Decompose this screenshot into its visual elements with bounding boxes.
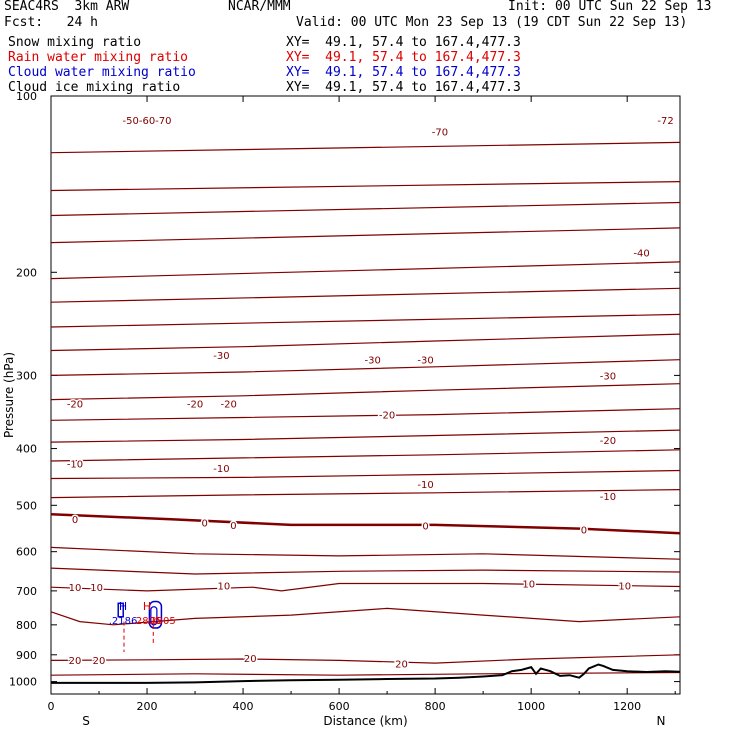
y-tick-label: 100 — [16, 90, 37, 103]
xy-snow: XY= 49.1, 57.4 to 167.4,477.3 — [286, 35, 521, 50]
field-label-cloud-ice: Cloud ice mixing ratio — [8, 80, 181, 95]
x-tick-label: 200 — [137, 700, 158, 713]
isotherm-label: -20 — [187, 399, 203, 410]
title-left-line1: SEAC4RS 3km ARW — [4, 0, 130, 14]
x-tick-label: 1200 — [613, 700, 641, 713]
isotherm-label: -10 — [67, 459, 83, 470]
xy-cloud-water: XY= 49.1, 57.4 to 167.4,477.3 — [286, 65, 521, 80]
maximum-value: .2805 — [133, 616, 162, 627]
terrain-line — [51, 663, 681, 684]
isotherm-line — [50, 408, 681, 421]
x-axis-title: Distance (km) — [323, 714, 407, 728]
isotherm-label: 10 — [522, 580, 535, 591]
south-label: S — [82, 714, 90, 728]
y-tick-label: 700 — [16, 585, 37, 598]
isotherm-line — [50, 287, 681, 303]
isotherm-label: 0 — [72, 515, 78, 526]
isotherm-label: -30 — [600, 371, 616, 382]
isotherm-line — [50, 654, 681, 664]
isotherm-label: 10 — [217, 581, 230, 592]
isotherm-line — [50, 227, 681, 244]
isotherm-line — [50, 383, 681, 401]
forecast-hour: Fcst: 24 h — [4, 15, 98, 30]
x-tick-label: 1000 — [517, 700, 545, 713]
isotherm-label: -70 — [432, 128, 448, 139]
init-time: Init: 00 UTC Sun 22 Sep 13 — [508, 0, 712, 14]
isotherm-line — [50, 429, 681, 443]
isotherm-label: -20 — [220, 399, 236, 410]
isotherm-label: -50-60-70 — [123, 116, 172, 127]
cloud-water-contour — [148, 600, 163, 629]
x-tick-label: 0 — [48, 700, 55, 713]
isotherm-label: -40 — [633, 248, 649, 259]
y-tick-label: 400 — [16, 443, 37, 456]
isotherm-label: -30 — [417, 356, 433, 367]
y-axis-title: Pressure (hPa) — [2, 352, 16, 438]
isotherm-label: 0 — [201, 519, 207, 530]
isotherm-label: 20 — [93, 656, 106, 667]
isotherm-label: 10 — [90, 583, 103, 594]
isotherm-label: 20 — [395, 660, 408, 671]
isotherm-line — [50, 567, 681, 575]
isotherm-label: 0 — [230, 521, 236, 532]
isotherm-label: -30 — [365, 356, 381, 367]
isotherm-line — [50, 546, 681, 560]
isotherm-line — [50, 201, 681, 217]
isotherm-label: -10 — [213, 464, 229, 475]
isotherm-line — [50, 469, 681, 480]
y-tick-label: 200 — [16, 266, 37, 279]
isotherm-label: 20 — [69, 656, 82, 667]
isotherm-line — [50, 261, 681, 280]
isotherm-label: 10 — [69, 583, 82, 594]
center-label: NCAR/MMM — [228, 0, 291, 14]
isotherm-label: 0 — [581, 526, 587, 537]
isotherm-line — [50, 489, 681, 499]
y-tick-label: 900 — [16, 649, 37, 662]
isotherm-label: 10 — [618, 581, 631, 592]
y-tick-label: 300 — [16, 369, 37, 382]
isotherm-line — [50, 313, 681, 328]
cloud-water-contour-inner — [150, 606, 158, 626]
y-tick-label: 500 — [16, 499, 37, 512]
isotherm-label: -72 — [657, 116, 673, 127]
isotherm-line — [50, 333, 681, 352]
maximum-value: .2186 — [109, 616, 138, 627]
isotherm-label: -20 — [600, 436, 616, 447]
xy-cloud-ice: XY= 49.1, 57.4 to 167.4,477.3 — [286, 80, 521, 95]
x-tick-label: 400 — [233, 700, 254, 713]
maximum-marker: H — [143, 600, 151, 613]
maximum-marker: H — [119, 600, 127, 613]
field-label-snow: Snow mixing ratio — [8, 35, 142, 50]
isotherm-label: -20 — [379, 411, 395, 422]
isotherm-line — [50, 359, 681, 376]
north-label: N — [657, 714, 666, 728]
valid-time: Valid: 00 UTC Mon 23 Sep 13 (19 CDT Sun … — [296, 15, 688, 30]
isotherm-label: -10 — [600, 492, 616, 503]
isotherm-line — [50, 582, 681, 592]
isotherm-line — [50, 513, 681, 535]
isotherm-label: 0 — [422, 521, 428, 532]
isotherm-label: -10 — [417, 480, 433, 491]
x-tick-label: 800 — [425, 700, 446, 713]
cloud-water-contour — [117, 602, 124, 618]
plot-frame — [50, 95, 681, 695]
isotherm-label: 20 — [244, 654, 257, 665]
field-label-cloud-water: Cloud water mixing ratio — [8, 65, 196, 80]
x-tick-label: 600 — [329, 700, 350, 713]
isotherm-line — [50, 671, 681, 676]
isotherm-line — [50, 141, 681, 154]
field-label-rain: Rain water mixing ratio — [8, 50, 189, 65]
isotherm-label: -30 — [213, 351, 229, 362]
isotherm-label: -20 — [67, 399, 83, 410]
isotherm-line — [50, 181, 681, 192]
y-tick-label: 600 — [16, 546, 37, 559]
y-tick-label: 1000 — [9, 676, 37, 689]
isotherm-line — [50, 449, 681, 462]
isotherm-line — [50, 607, 681, 626]
maximum-value: .3805 — [147, 616, 176, 627]
y-tick-label: 800 — [16, 619, 37, 632]
xy-rain: XY= 49.1, 57.4 to 167.4,477.3 — [286, 50, 521, 65]
